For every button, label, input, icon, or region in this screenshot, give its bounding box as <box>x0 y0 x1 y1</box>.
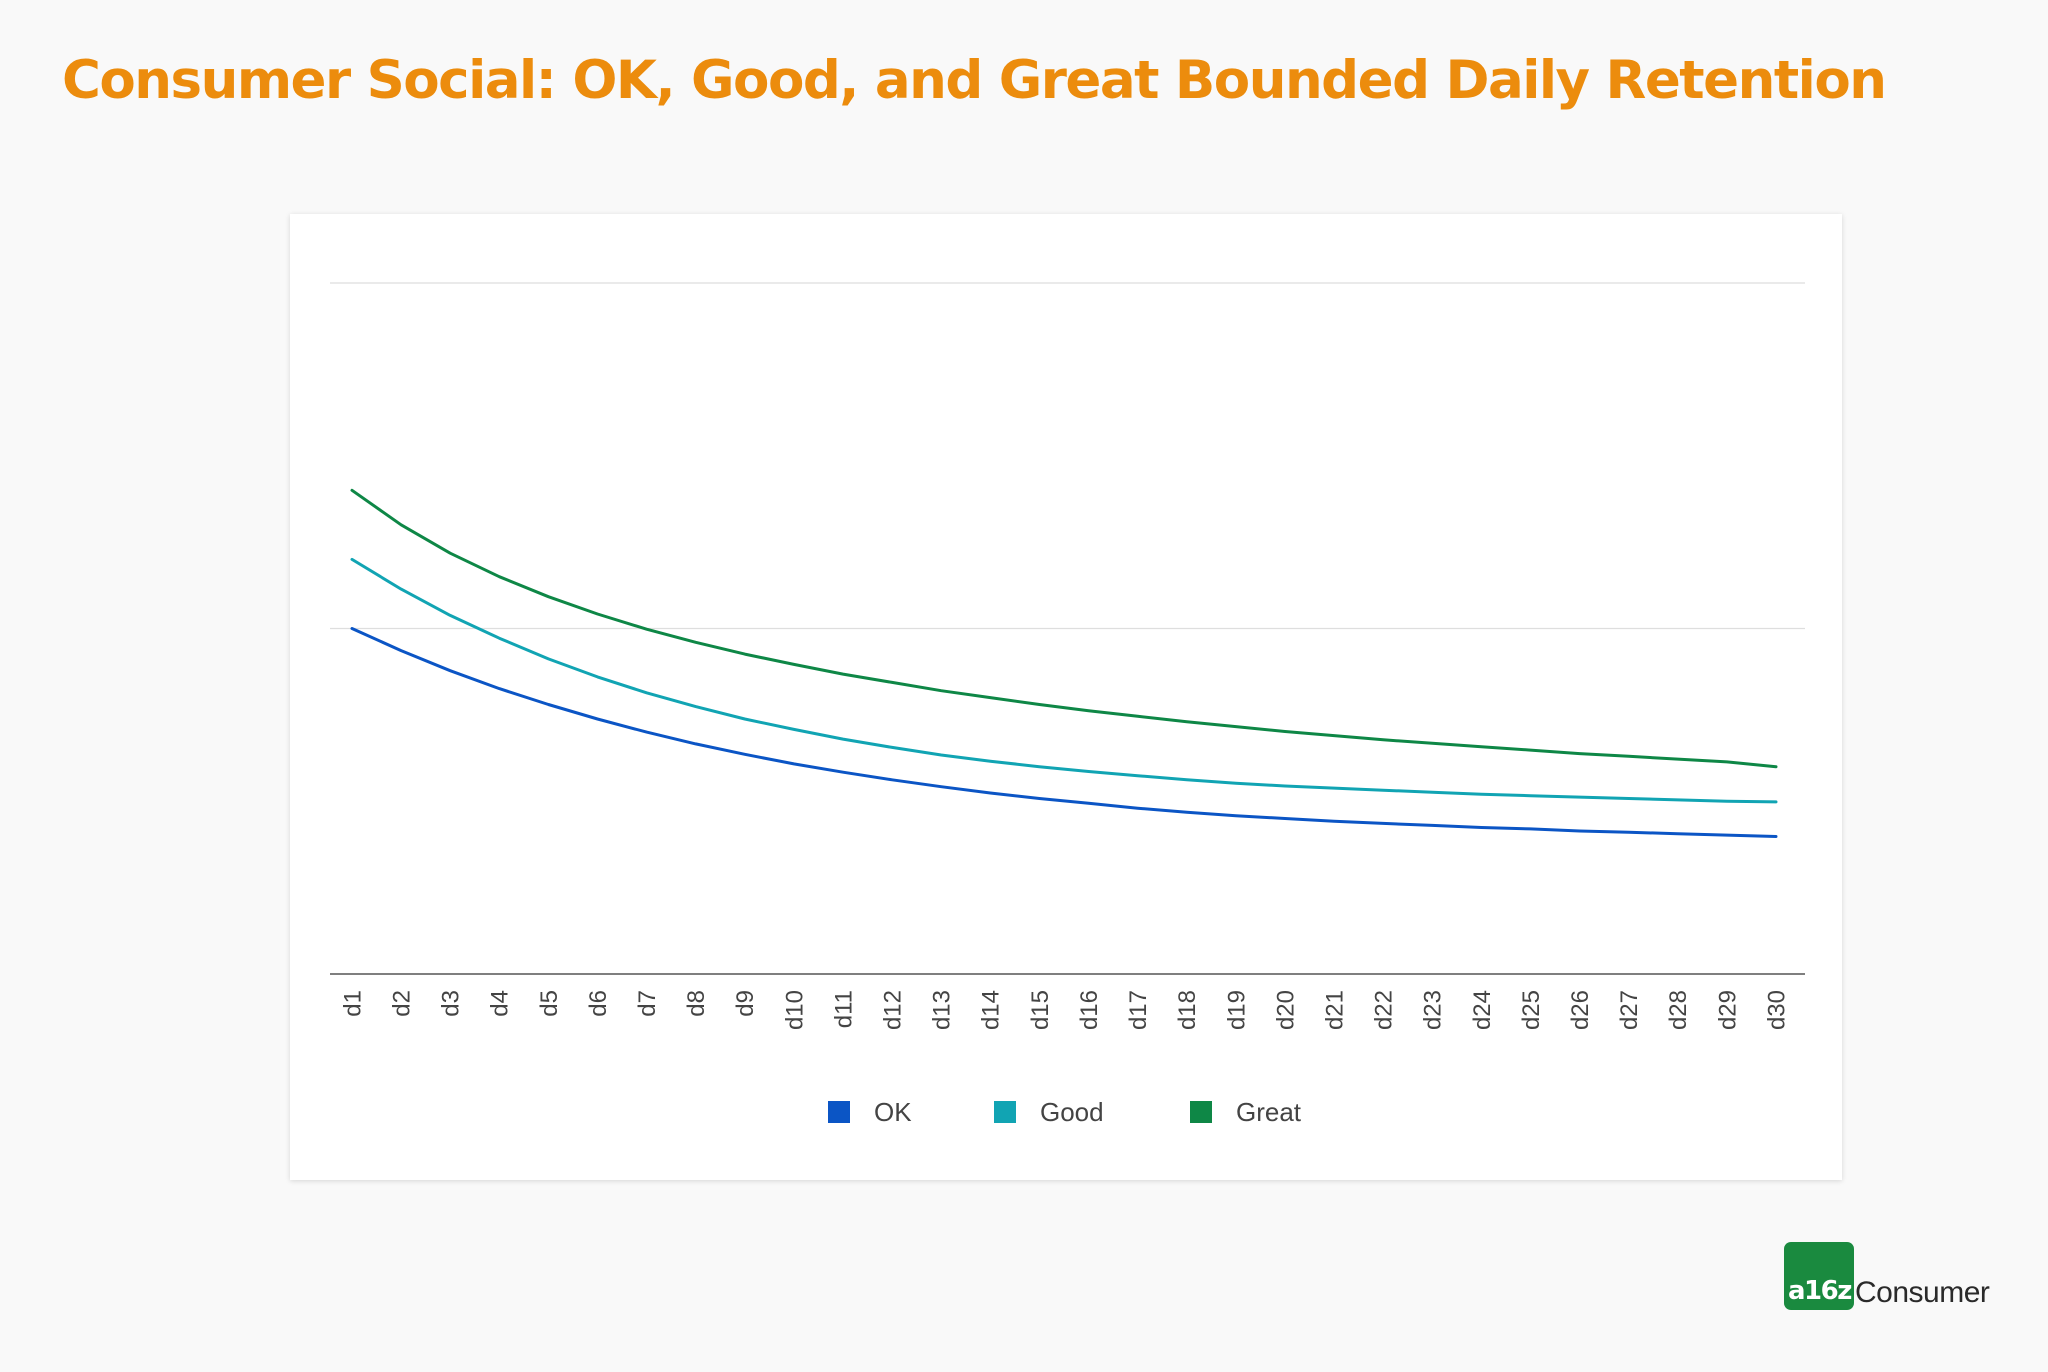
x-tick-label: d25 <box>1518 990 1545 1030</box>
series-line-good <box>350 557 1778 804</box>
legend-label-good: Good <box>1040 1097 1104 1127</box>
x-tick-label: d13 <box>929 990 956 1030</box>
x-tick-label: d14 <box>978 990 1005 1030</box>
x-tick-label: d28 <box>1665 990 1692 1030</box>
x-tick-label: d17 <box>1125 990 1152 1030</box>
x-tick-label: d2 <box>389 990 416 1017</box>
x-tick-label: d22 <box>1371 990 1398 1030</box>
x-tick-label: d30 <box>1763 990 1790 1030</box>
series-line-great <box>350 488 1778 769</box>
x-tick-label: d15 <box>1027 990 1054 1030</box>
x-tick-label: d5 <box>536 990 563 1017</box>
legend-swatch-great <box>1190 1101 1212 1123</box>
retention-line-chart: 050%100%d1d2d3d4d5d6d7d8d9d10d11d12d13d1… <box>330 282 1805 1127</box>
chart-card: 050%100%d1d2d3d4d5d6d7d8d9d10d11d12d13d1… <box>290 214 1842 1180</box>
x-tick-label: d10 <box>781 990 808 1030</box>
brand-logo: a16z Consumer <box>1784 1242 1990 1310</box>
x-tick-label: d8 <box>683 990 710 1017</box>
x-tick-label: d18 <box>1174 990 1201 1030</box>
x-tick-label: d20 <box>1272 990 1299 1030</box>
x-tick-label: d26 <box>1567 990 1594 1030</box>
brand-word: Consumer <box>1855 1276 1990 1309</box>
series-line-ok <box>350 627 1778 838</box>
legend-swatch-good <box>994 1101 1016 1123</box>
legend-label-great: Great <box>1236 1097 1302 1127</box>
x-tick-label: d21 <box>1321 990 1348 1030</box>
x-tick-label: d11 <box>830 990 857 1028</box>
x-tick-label: d19 <box>1223 990 1250 1030</box>
x-tick-label: d24 <box>1469 990 1496 1030</box>
brand-badge: a16z <box>1784 1242 1854 1310</box>
x-tick-label: d4 <box>487 990 514 1017</box>
x-tick-label: d6 <box>585 990 612 1017</box>
x-tick-label: d7 <box>634 990 661 1017</box>
x-tick-label: d9 <box>732 990 759 1017</box>
x-tick-label: d27 <box>1616 990 1643 1030</box>
legend-label-ok: OK <box>874 1097 912 1127</box>
legend-swatch-ok <box>828 1101 850 1123</box>
x-tick-label: d12 <box>880 990 907 1030</box>
page-title: Consumer Social: OK, Good, and Great Bou… <box>62 50 1887 111</box>
x-tick-label: d3 <box>438 990 465 1017</box>
x-tick-label: d29 <box>1714 990 1741 1030</box>
x-tick-label: d16 <box>1076 990 1103 1030</box>
x-tick-label: d1 <box>339 990 366 1017</box>
brand-badge-text: a16z <box>1788 1276 1852 1306</box>
x-tick-label: d23 <box>1420 990 1447 1030</box>
